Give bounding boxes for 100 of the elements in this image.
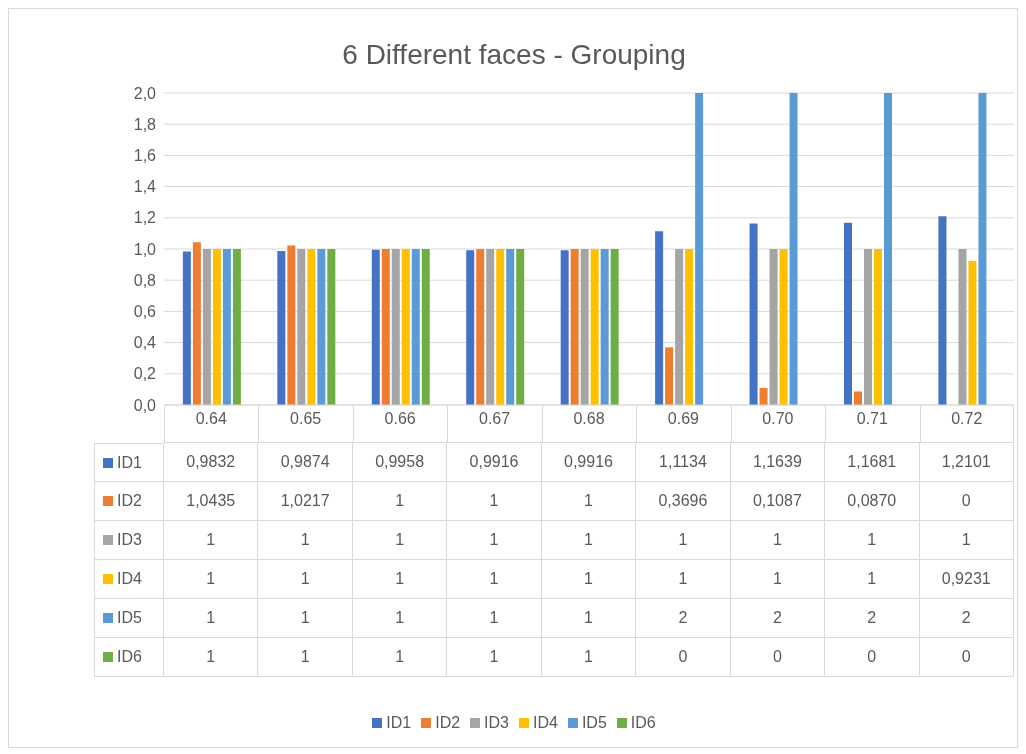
data-label: 1: [258, 560, 353, 599]
bar: [421, 249, 430, 405]
data-label: 0,9832: [164, 443, 259, 482]
data-label: 1: [447, 560, 542, 599]
bar: [232, 249, 241, 405]
data-label: 1: [636, 521, 731, 560]
data-label: 1: [164, 560, 259, 599]
bar: [864, 249, 872, 405]
data-label: 1: [447, 638, 542, 677]
data-label: 1: [825, 560, 920, 599]
data-label: 1: [541, 599, 637, 638]
y-tick-label: 1,2: [133, 209, 157, 227]
data-label: 1: [258, 521, 353, 560]
legend-label: ID1: [117, 453, 142, 472]
data-label: 1: [164, 599, 259, 638]
text: ID1: [386, 714, 412, 731]
data-label: 1: [352, 482, 448, 521]
data-label: 1: [730, 521, 826, 560]
y-tick-label: 0,4: [133, 334, 157, 352]
x-tick-label: 0.71: [856, 410, 889, 428]
data-label: 0: [825, 638, 920, 677]
data-label: 1: [352, 638, 448, 677]
bar: [327, 249, 336, 405]
bar: [759, 388, 768, 405]
data-label: 1: [352, 560, 448, 599]
bar: [277, 250, 286, 405]
data-label: 1: [164, 521, 259, 560]
data-label: 1: [541, 482, 637, 521]
bar: [769, 249, 778, 405]
bar: [610, 249, 619, 405]
legend-label: ID2: [117, 492, 142, 510]
data-label: 1: [541, 638, 637, 677]
data-label: 1: [164, 638, 259, 677]
x-tick-label: 0.64: [195, 410, 227, 428]
data-label: 1: [258, 599, 353, 638]
x-tick-label: 0.66: [384, 410, 416, 428]
bar: [391, 249, 400, 405]
data-label: 0,3696: [636, 482, 731, 521]
y-tick-label: 2,0: [133, 84, 157, 102]
bar: [496, 249, 505, 405]
data-label: 0,0870: [825, 482, 920, 521]
data-label: 0,9916: [447, 443, 542, 482]
bar: [222, 249, 231, 405]
bar: [978, 93, 987, 405]
bar: [192, 242, 201, 405]
x-tick-label: 0.72: [951, 410, 983, 428]
bar: [466, 250, 475, 405]
y-tick-label: 0,2: [133, 365, 157, 383]
x-tick-label: 0.69: [667, 410, 700, 428]
data-label: 1: [825, 521, 920, 560]
data-label: 1: [730, 560, 826, 599]
data-label: 1: [636, 560, 731, 599]
text: ID4: [533, 714, 558, 731]
bar: [297, 249, 306, 405]
data-label: 1,2101: [919, 443, 1014, 482]
chart-title: 6 Different faces - Grouping: [341, 39, 687, 71]
data-label: 0,9916: [541, 443, 637, 482]
data-label: 1: [258, 638, 353, 677]
data-label: 0,9874: [258, 443, 353, 482]
bar: [287, 245, 296, 405]
bar: [779, 249, 788, 405]
bar: [486, 249, 495, 405]
data-label: 1: [541, 560, 637, 599]
text: ID5: [581, 714, 607, 731]
bar: [685, 249, 694, 405]
y-tick-label: 1,8: [133, 115, 157, 133]
data-label: 0: [919, 638, 1014, 677]
data-label: 1,0217: [258, 482, 353, 521]
data-label: 0: [919, 482, 1014, 521]
y-tick-label: 0,0: [133, 396, 157, 414]
legend-label: ID5: [117, 609, 142, 627]
x-tick-label: 0.65: [290, 410, 322, 428]
data-label: 1,0435: [164, 482, 259, 521]
legend-label: ID3: [117, 531, 142, 549]
text: ID3: [484, 714, 509, 731]
text: ID6: [630, 714, 656, 731]
bar: [958, 249, 967, 405]
data-label: 0,1087: [730, 482, 826, 521]
bar: [411, 249, 420, 405]
text: ID2: [435, 714, 461, 731]
bar: [371, 249, 380, 405]
bar: [695, 93, 704, 405]
bar: [854, 391, 862, 405]
bar: [600, 249, 609, 405]
bar: [506, 249, 515, 405]
bar: [570, 249, 579, 405]
bar: [401, 249, 410, 405]
bar: [675, 249, 684, 405]
data-label: 2: [919, 599, 1014, 638]
data-label: 1: [541, 521, 637, 560]
bar: [789, 93, 798, 405]
data-label: 2: [730, 599, 826, 638]
bar: [182, 251, 191, 405]
bar: [381, 249, 390, 405]
data-label: 1: [447, 599, 542, 638]
bar: [844, 222, 852, 405]
data-label: 2: [825, 599, 920, 638]
bar: [560, 250, 569, 405]
data-label: 1: [352, 521, 448, 560]
data-label: 1: [352, 599, 448, 638]
